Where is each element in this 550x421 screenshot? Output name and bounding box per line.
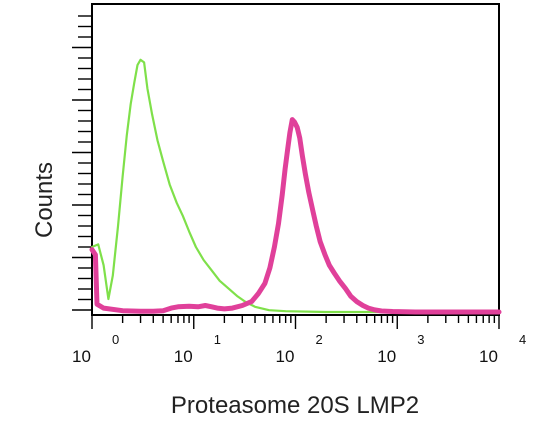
series-line-2	[89, 117, 502, 315]
y-axis-label: Counts	[31, 162, 58, 238]
plot-frame	[91, 3, 500, 316]
x-tick-label: 10	[276, 347, 295, 366]
y-axis-ticks	[72, 15, 92, 311]
x-axis-label: Proteasome 20S LMP2	[171, 392, 419, 419]
x-tick-exponent: 3	[417, 332, 424, 347]
x-tick-label: 10	[479, 347, 498, 366]
x-axis-tick-labels: 10 0 10 1 10 2 10 3 10 4	[72, 332, 526, 366]
x-tick-exponent: 1	[214, 332, 221, 347]
x-tick-exponent: 4	[519, 332, 526, 347]
x-tick-label: 10	[377, 347, 396, 366]
x-tick-exponent: 0	[112, 332, 119, 347]
x-axis-ticks	[91, 315, 500, 329]
series-group	[89, 58, 502, 315]
x-tick-label: 10	[174, 347, 193, 366]
series-line-1	[90, 58, 501, 314]
x-tick-label: 10	[72, 347, 91, 366]
x-tick-exponent: 2	[316, 332, 323, 347]
